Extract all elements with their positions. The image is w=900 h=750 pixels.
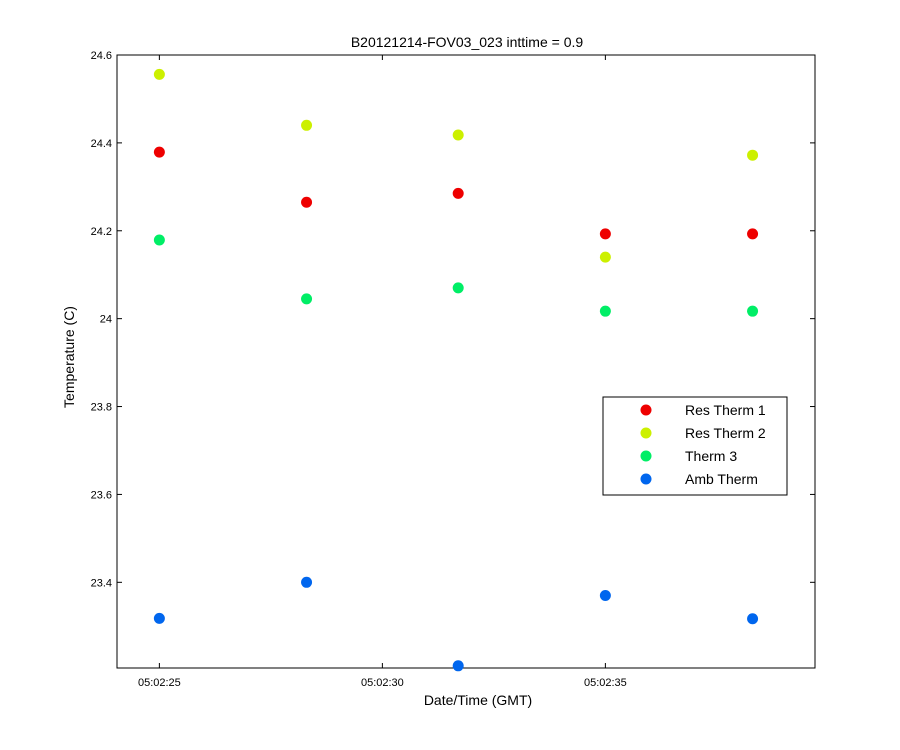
legend-label: Therm 3 xyxy=(685,448,737,464)
data-point xyxy=(599,305,611,317)
data-point xyxy=(452,129,464,141)
data-point xyxy=(452,660,464,672)
y-tick-label: 24.4 xyxy=(91,138,112,150)
data-point xyxy=(747,228,759,240)
data-point xyxy=(153,612,165,624)
series-amb-therm xyxy=(153,576,759,672)
legend: Res Therm 1 Res Therm 2 Therm 3 Amb Therm xyxy=(602,396,788,496)
y-tick-label: 23.6 xyxy=(91,489,112,501)
x-axis: 05:02:25 05:02:30 05:02:35 xyxy=(138,55,627,689)
series-res-therm-2 xyxy=(153,68,759,263)
data-point xyxy=(301,576,313,588)
data-point xyxy=(301,293,313,305)
data-point xyxy=(747,613,759,625)
y-tick-label: 24.6 xyxy=(91,50,112,62)
data-point xyxy=(301,196,313,208)
y-tick-label: 23.8 xyxy=(91,402,112,414)
data-point xyxy=(153,146,165,158)
legend-box xyxy=(602,396,788,496)
legend-marker xyxy=(640,404,652,416)
data-point xyxy=(301,119,313,131)
data-point xyxy=(747,305,759,317)
legend-marker xyxy=(640,450,652,462)
plot-area xyxy=(116,54,816,669)
legend-label: Res Therm 1 xyxy=(685,402,766,418)
series-therm-3 xyxy=(153,234,759,317)
series-res-therm-1 xyxy=(153,146,759,240)
legend-marker xyxy=(640,427,652,439)
y-axis: 23.4 23.6 23.8 24 24.2 24.4 24.6 xyxy=(91,50,815,589)
y-axis-title: Temperature (C) xyxy=(61,306,77,408)
legend-label: Amb Therm xyxy=(685,471,758,487)
legend-marker xyxy=(640,473,652,485)
data-point xyxy=(599,251,611,263)
x-axis-title: Date/Time (GMT) xyxy=(424,692,532,708)
data-point xyxy=(599,589,611,601)
x-tick-label: 05:02:35 xyxy=(584,677,627,689)
plot-frame xyxy=(116,54,816,669)
data-points xyxy=(153,68,759,672)
data-point xyxy=(452,187,464,199)
x-tick-label: 05:02:25 xyxy=(138,677,181,689)
data-point xyxy=(599,228,611,240)
data-point xyxy=(747,149,759,161)
chart-title: B20121214-FOV03_023 inttime = 0.9 xyxy=(351,34,584,50)
data-point xyxy=(153,234,165,246)
data-point xyxy=(153,68,165,80)
y-tick-label: 23.4 xyxy=(91,577,112,589)
x-tick-label: 05:02:30 xyxy=(361,677,404,689)
y-tick-label: 24 xyxy=(100,314,112,326)
legend-label: Res Therm 2 xyxy=(685,425,766,441)
data-point xyxy=(452,282,464,294)
y-tick-label: 24.2 xyxy=(91,226,112,238)
